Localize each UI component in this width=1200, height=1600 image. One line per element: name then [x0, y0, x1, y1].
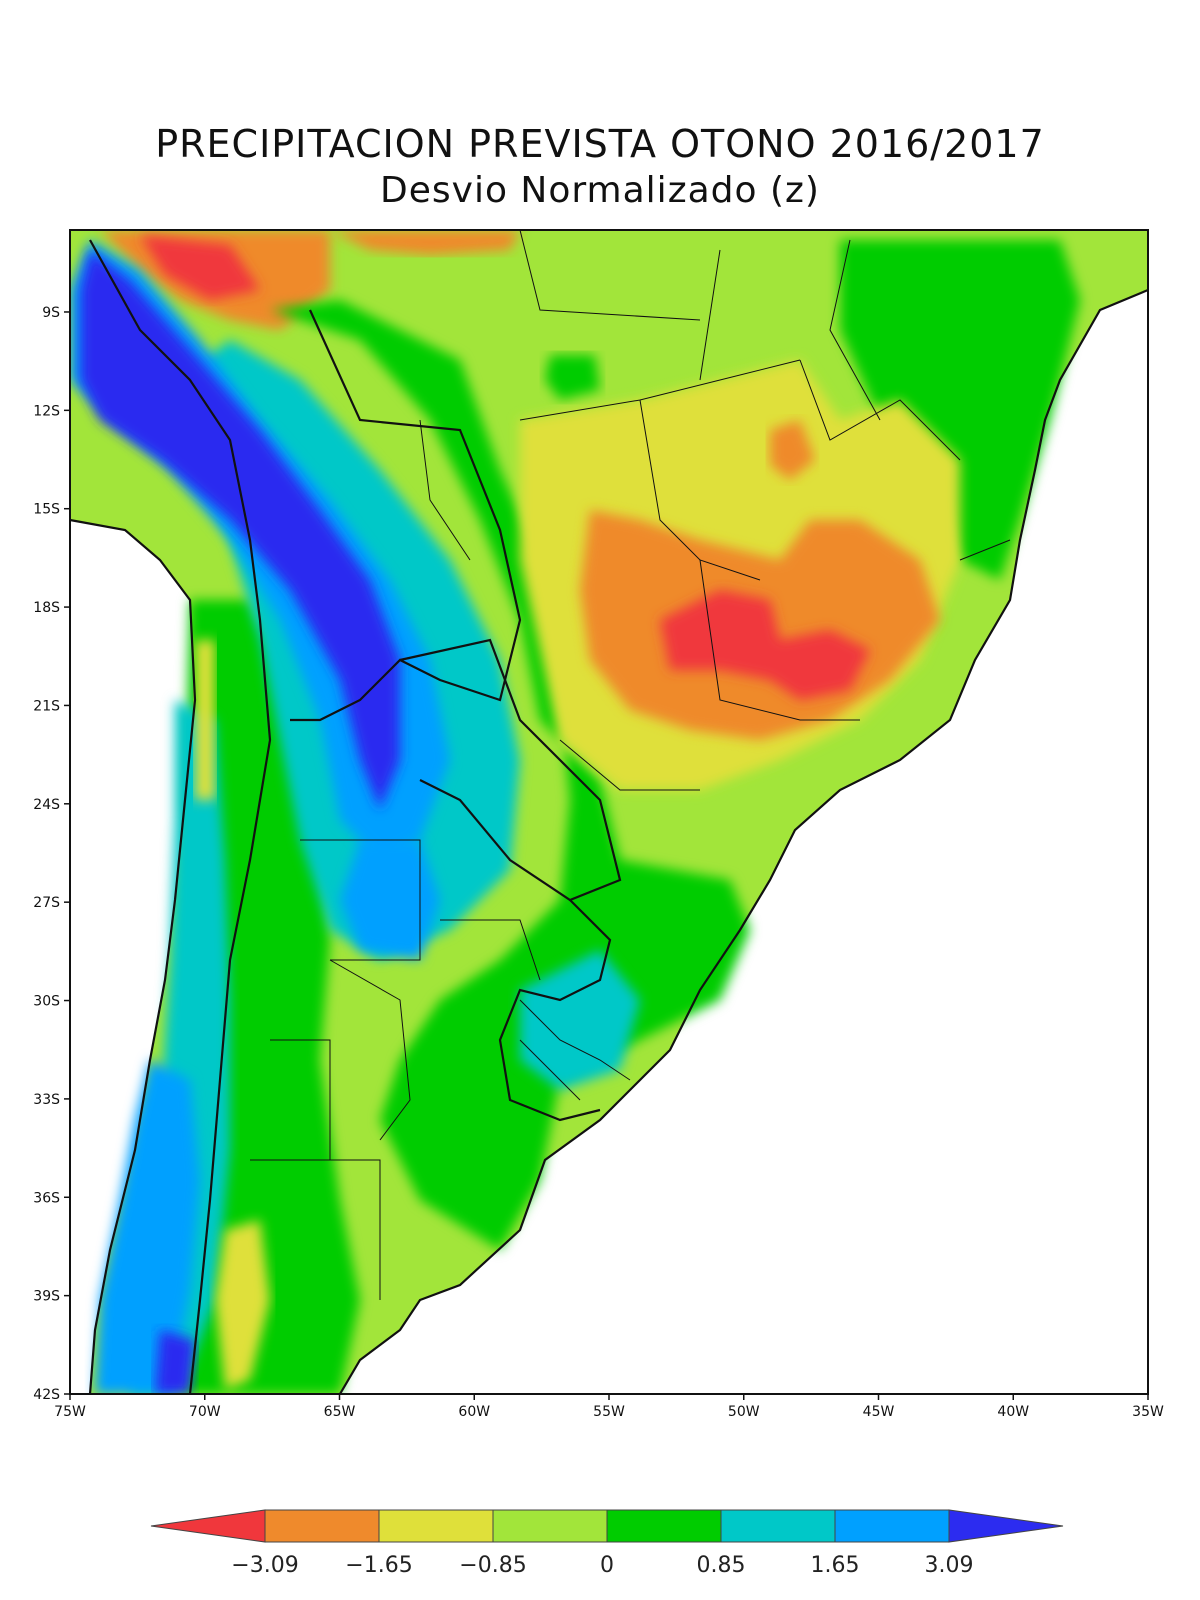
colorbar-min-arrow [150, 1509, 266, 1543]
colorbar-segment [834, 1509, 950, 1543]
colorbar-label: −1.65 [345, 1553, 412, 1578]
map-title: PRECIPITACION PREVISTA OTONO 2016/2017 [155, 122, 1045, 166]
lon-tick-label: 70W [189, 1404, 221, 1420]
north-top-dry [330, 230, 520, 255]
lon-tick-label: 65W [324, 1404, 356, 1420]
colorbar-segment [720, 1509, 836, 1543]
argentina-brazil-border [498, 899, 612, 1122]
longitude-axis: 75W 70W 65W 60W 55W 50W 45W 40W 35W [54, 1394, 1164, 1420]
lat-tick-label: 24S [33, 797, 60, 813]
state-line [419, 419, 471, 561]
state-line [959, 539, 1011, 561]
andes-divide [89, 239, 272, 1395]
paraguay-border [399, 638, 622, 902]
colorbar-label: −3.09 [231, 1553, 298, 1578]
colorbar-label: 0 [600, 1553, 614, 1578]
lat-tick-label: 12S [33, 403, 60, 419]
andes-blue-south [95, 1060, 200, 1394]
lon-tick-label: 75W [54, 1404, 86, 1420]
lon-tick-label: 50W [728, 1404, 760, 1420]
lat-tick-label: 9S [42, 305, 60, 321]
colorbar-label: −0.85 [459, 1553, 526, 1578]
lon-tick-label: 45W [863, 1404, 895, 1420]
colorbar: −3.09 −1.65 −0.85 0 0.85 1.65 3.09 [150, 1509, 1064, 1578]
lat-tick-label: 21S [33, 698, 60, 714]
latitude-axis: 9S 12S 15S 18S 21S 24S 27S 30S 33S 36S 39S 42S [33, 305, 70, 1403]
lon-tick-label: 55W [593, 1404, 625, 1420]
deep-wet-south [155, 1330, 195, 1394]
colorbar-segment [378, 1509, 494, 1543]
lat-tick-label: 36S [33, 1190, 60, 1206]
state-line [639, 399, 761, 581]
colorbar-label: 0.85 [697, 1553, 746, 1578]
colorbar-max-arrow [948, 1509, 1064, 1543]
colorbar-label: 1.65 [811, 1553, 860, 1578]
state-line [250, 1159, 381, 1300]
state-line [270, 1039, 331, 1160]
colorbar-label: 3.09 [925, 1553, 974, 1578]
colorbar-segment [492, 1509, 608, 1543]
state-line [519, 359, 801, 421]
deep-wet-core [80, 250, 400, 810]
state-line [559, 739, 700, 791]
north-andes-red-core [140, 235, 260, 300]
se-brazil-red-core [660, 590, 870, 700]
lat-tick-label: 30S [33, 994, 60, 1010]
colorbar-segment [264, 1509, 380, 1543]
uruguay-wet [520, 950, 640, 1090]
state-line [519, 1039, 581, 1101]
field-layer [70, 230, 1148, 1394]
south-america-coastline [339, 288, 1149, 1395]
state-line [519, 999, 631, 1081]
lon-tick-label: 60W [458, 1404, 490, 1420]
country-boundaries [69, 239, 1149, 1395]
chaco-wet [340, 840, 440, 960]
colorbar-segment [606, 1509, 722, 1543]
lat-tick-label: 15S [33, 502, 60, 518]
pacific-coastline [69, 518, 197, 1395]
state-line [699, 249, 721, 381]
orange-pocket-north [770, 420, 815, 480]
map-subtitle: Desvio Normalizado (z) [380, 170, 820, 211]
lat-tick-label: 42S [33, 1387, 60, 1403]
state-line [829, 239, 881, 421]
lon-tick-label: 35W [1132, 1404, 1164, 1420]
lon-tick-label: 40W [997, 1404, 1029, 1420]
green-amazon-dot [545, 355, 600, 400]
green-north [840, 240, 1080, 580]
lat-tick-label: 39S [33, 1289, 60, 1305]
state-line [699, 559, 860, 721]
state-line [329, 959, 411, 1141]
state-line [799, 359, 961, 461]
province-boundaries [250, 229, 1011, 1300]
patagonia-yellow [215, 1220, 270, 1390]
state-line [440, 919, 541, 981]
lat-tick-label: 33S [33, 1092, 60, 1108]
west-coast-yellow [195, 640, 215, 800]
state-line [519, 229, 701, 321]
lat-tick-label: 27S [33, 895, 60, 911]
state-line [300, 839, 421, 961]
bolivia-brazil-border [290, 309, 522, 722]
lat-tick-label: 18S [33, 600, 60, 616]
